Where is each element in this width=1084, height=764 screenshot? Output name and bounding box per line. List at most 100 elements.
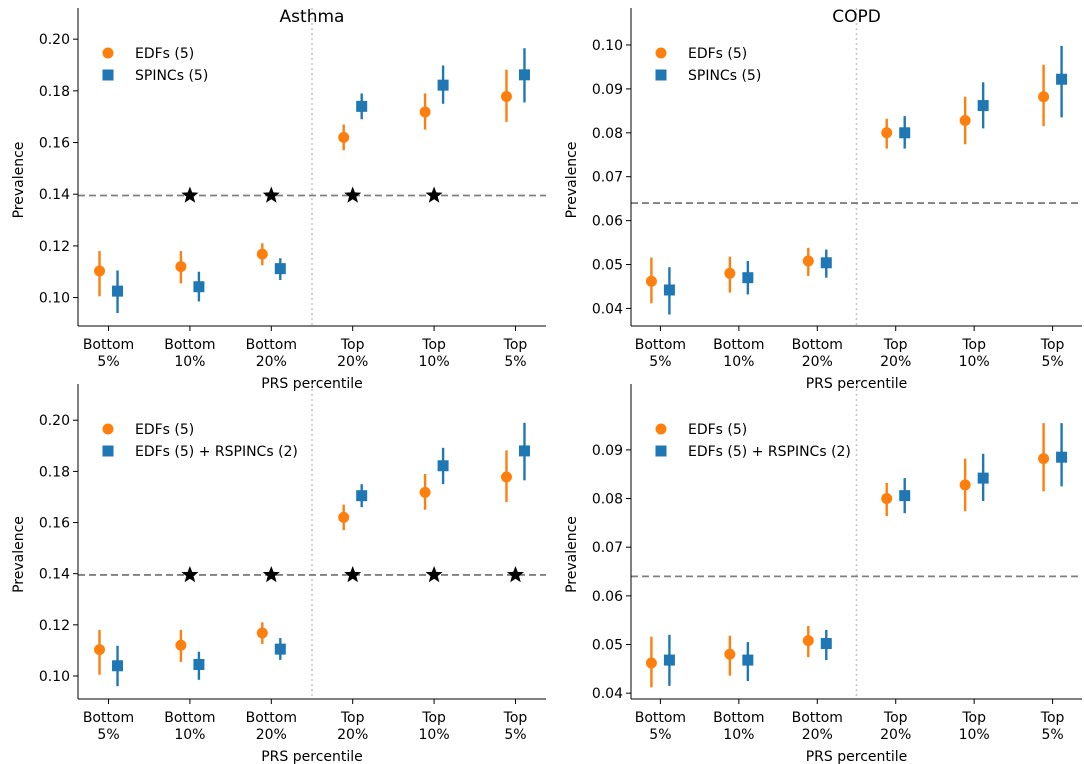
x-tick-label-line: Top	[961, 337, 986, 353]
x-axis-label: PRS percentile	[806, 749, 908, 764]
legend-marker-circle	[655, 47, 667, 59]
legend-label: SPINCs (5)	[688, 68, 761, 84]
legend-marker-circle	[102, 423, 114, 435]
x-tick-label-line: Top	[961, 710, 986, 726]
x-tick-label-line: Bottom	[246, 337, 297, 353]
data-point-square	[820, 638, 832, 650]
data-point-square	[742, 272, 754, 284]
x-tick-label: Top 10%	[959, 337, 990, 370]
x-tick-label: Top 20%	[880, 337, 911, 370]
y-tick-label: 0.18	[39, 84, 70, 100]
data-point-circle	[94, 644, 106, 656]
x-tick-label: Top 20%	[337, 710, 368, 743]
x-tick-label-line: Top	[421, 710, 446, 726]
y-tick-label: 0.06	[592, 589, 623, 605]
significance-star	[181, 186, 199, 203]
x-tick-label-line: Top	[503, 710, 528, 726]
y-tick-label: 0.07	[592, 540, 623, 556]
x-tick-label-line: 10%	[959, 727, 990, 743]
y-tick-label: 0.04	[592, 301, 623, 317]
x-tick-label: Top 10%	[419, 710, 450, 743]
y-tick-label: 0.12	[39, 239, 70, 255]
chart-title: Asthma	[280, 7, 345, 27]
y-tick-label: 0.14	[39, 187, 70, 203]
x-tick-label-line: Top	[1040, 710, 1065, 726]
x-tick-label-line: 20%	[337, 727, 368, 743]
legend-marker-circle	[102, 47, 114, 59]
data-point-square	[437, 79, 449, 91]
x-tick-label: Bottom 5%	[635, 710, 686, 743]
x-tick-label-line: 5%	[504, 354, 526, 370]
data-point-circle	[959, 479, 971, 491]
legend-marker-square	[102, 445, 114, 457]
significance-star	[506, 565, 525, 583]
y-tick-label: 0.10	[592, 38, 623, 54]
x-tick-label-line: 10%	[419, 727, 450, 743]
x-tick-label: Bottom 5%	[83, 337, 134, 370]
x-tick-label-line: Top	[421, 337, 446, 353]
y-tick-label: 0.05	[592, 638, 623, 654]
y-tick-label: 0.06	[592, 214, 623, 230]
x-tick-label: Top 5%	[1040, 337, 1065, 370]
x-tick-label-line: Top	[340, 710, 365, 726]
x-tick-label-line: 5%	[97, 727, 119, 743]
data-point-square	[193, 658, 205, 670]
y-tick-label: 0.20	[39, 413, 70, 429]
x-tick-label-line: Bottom	[635, 710, 686, 726]
data-point-circle	[1038, 91, 1050, 103]
x-tick-label-line: Top	[340, 337, 365, 353]
x-tick-label-line: 5%	[504, 727, 526, 743]
y-tick-label: 0.16	[39, 136, 70, 152]
y-tick-label: 0.05	[592, 258, 623, 274]
data-point-circle	[724, 648, 736, 660]
x-tick-label-line: Top	[883, 710, 908, 726]
significance-star	[262, 186, 280, 203]
data-point-circle	[419, 486, 431, 498]
x-tick-label-line: 10%	[174, 354, 205, 370]
x-tick-label-line: 5%	[1041, 354, 1063, 370]
x-tick-label: Bottom 20%	[246, 710, 297, 743]
x-tick-label: Top 10%	[419, 337, 450, 370]
data-point-square	[663, 284, 675, 296]
x-tick-label-line: 20%	[256, 727, 287, 743]
x-tick-label: Bottom 10%	[164, 337, 215, 370]
data-point-circle	[175, 261, 187, 273]
y-tick-label: 0.04	[592, 686, 623, 702]
x-tick-label-line: 5%	[649, 727, 671, 743]
data-point-circle	[500, 91, 512, 103]
data-point-square	[977, 100, 989, 112]
x-tick-label-line: Bottom	[713, 337, 764, 353]
legend-marker-square	[655, 445, 667, 457]
x-tick-label-line: Bottom	[635, 337, 686, 353]
data-point-circle	[256, 248, 268, 260]
x-tick-label-line: 20%	[880, 727, 911, 743]
data-point-square	[112, 660, 124, 672]
data-point-square	[437, 460, 449, 472]
data-point-square	[977, 472, 989, 484]
x-tick-label-line: Bottom	[83, 337, 134, 353]
data-point-circle	[645, 657, 657, 669]
y-tick-label: 0.18	[39, 464, 70, 480]
x-tick-label-line: Bottom	[164, 710, 215, 726]
x-axis-label: PRS percentile	[261, 749, 363, 764]
data-point-square	[742, 654, 754, 666]
x-tick-label: Bottom 5%	[635, 337, 686, 370]
data-point-square	[274, 263, 286, 275]
data-point-circle	[1038, 453, 1050, 465]
data-point-square	[899, 490, 911, 502]
y-axis-label: Prevalence	[11, 516, 27, 593]
x-tick-label-line: Top	[883, 337, 908, 353]
data-point-circle	[881, 127, 893, 139]
legend-label: EDFs (5)	[688, 46, 747, 62]
y-tick-label: 0.14	[39, 567, 70, 583]
x-tick-label-line: Bottom	[246, 710, 297, 726]
data-point-square	[663, 654, 675, 666]
significance-star	[425, 565, 443, 583]
x-tick-label: Top 20%	[880, 710, 911, 743]
x-tick-label: Bottom 20%	[246, 337, 297, 370]
data-point-square	[518, 445, 530, 457]
data-point-square	[1056, 73, 1068, 85]
y-tick-label: 0.10	[39, 291, 70, 307]
